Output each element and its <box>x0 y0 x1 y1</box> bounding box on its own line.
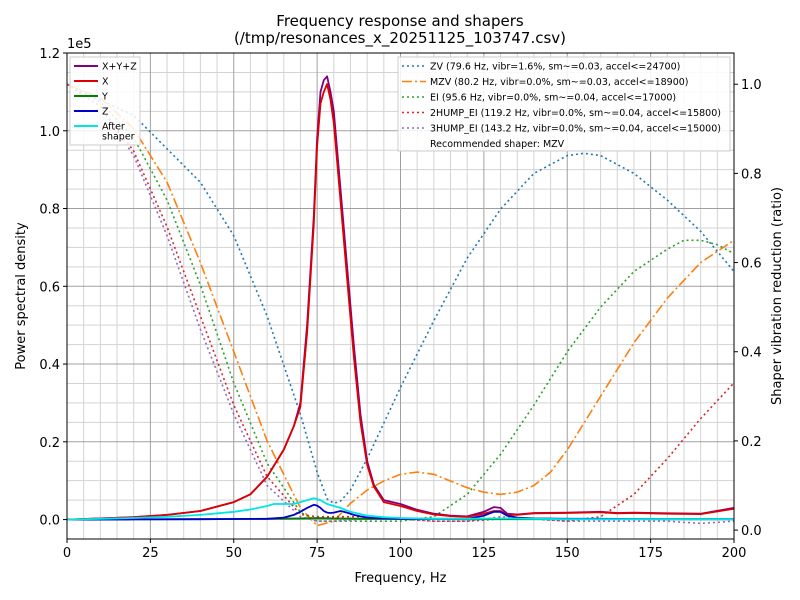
legend-psd-box <box>69 56 141 146</box>
psd-line-1 <box>66 83 735 521</box>
psd-line-4 <box>66 497 734 521</box>
chart-title-line1: Frequency response and shapers <box>276 12 524 30</box>
shaper-line-2 <box>66 83 735 523</box>
legend-shaper-label: EI (95.6 Hz, vibr=0.0%, sm~=0.04, accel<… <box>430 93 676 104</box>
y-left-tick-label: 0.2 <box>39 436 60 451</box>
chart-title-line2: (/tmp/resonances_x_20251125_103747.csv) <box>234 29 566 48</box>
y-right-tick-label: 0.2 <box>741 435 762 450</box>
y-left-tick-label: 0.0 <box>39 514 60 529</box>
y-right-tick-label: 1.0 <box>741 78 762 93</box>
y-left-tick-label: 1.0 <box>39 125 60 140</box>
legend-psd-label: X+Y+Z <box>102 62 137 73</box>
legend-psd-label: shaper <box>102 132 135 143</box>
y-left-tick-label: 0.4 <box>39 358 60 373</box>
x-tick-label: 100 <box>388 546 413 561</box>
legend-shaper-label: 3HUMP_EI (143.2 Hz, vibr=0.0%, sm~=0.04,… <box>430 124 721 135</box>
legend-shaper-label: ZV (79.6 Hz, vibr=1.6%, sm~=0.03, accel<… <box>430 62 680 73</box>
y-right-tick-label: 0.0 <box>741 524 762 539</box>
y-left-tick-label: 0.6 <box>39 280 60 295</box>
x-tick-label: 0 <box>63 546 71 561</box>
legend-psd-label: Y <box>101 92 108 103</box>
legend-psd-label: Z <box>102 107 109 118</box>
y-left-tick-label: 1.2 <box>39 47 60 62</box>
x-tick-label: 75 <box>309 546 326 561</box>
y-right-tick-label: 0.6 <box>741 257 762 272</box>
left-scale-label: 1e5 <box>67 37 92 52</box>
x-tick-label: 175 <box>638 546 663 561</box>
y-left-tick-label: 0.8 <box>39 203 60 218</box>
psd-line-3 <box>66 503 734 521</box>
shaper-line-0 <box>66 83 735 505</box>
y-left-axis-label: Power spectral density <box>14 222 29 370</box>
x-tick-label: 50 <box>225 546 242 561</box>
x-tick-label: 25 <box>142 546 159 561</box>
legend-psd-label: X <box>102 77 109 88</box>
shaper-line-1 <box>66 83 735 527</box>
x-axis-label: Frequency, Hz <box>354 571 446 586</box>
y-right-tick-label: 0.4 <box>741 346 762 361</box>
legend-shaper-label: MZV (80.2 Hz, vibr=0.0%, sm~=0.03, accel… <box>430 77 689 88</box>
x-tick-label: 125 <box>471 546 496 561</box>
legend-recommended: Recommended shaper: MZV <box>430 139 565 150</box>
legend-shaper: ZV (79.6 Hz, vibr=1.6%, sm~=0.03, accel<… <box>397 56 731 152</box>
legend-psd-label: After <box>102 122 125 133</box>
y-right-tick-label: 0.8 <box>741 167 762 182</box>
x-tick-label: 150 <box>555 546 580 561</box>
y-right-axis-label: Shaper vibration reduction (ratio) <box>770 187 785 405</box>
legend-shaper-box <box>397 56 731 152</box>
x-tick-label: 200 <box>722 546 747 561</box>
legend-shaper-label: 2HUMP_EI (119.2 Hz, vibr=0.0%, sm~=0.04,… <box>430 108 721 119</box>
